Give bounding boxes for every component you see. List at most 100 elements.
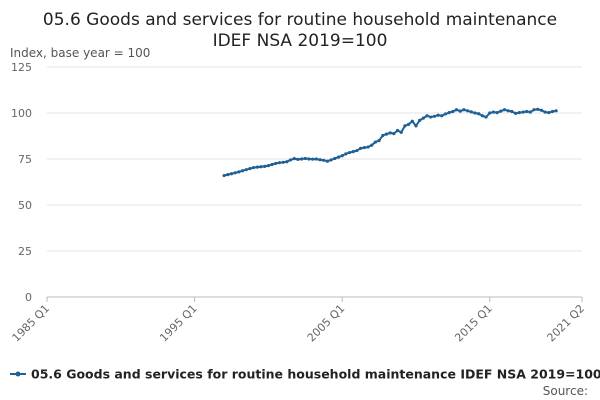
- data-point-83[interactable]: [528, 110, 532, 114]
- data-point-28[interactable]: [325, 159, 330, 163]
- data-point-22[interactable]: [303, 156, 307, 161]
- data-point-11[interactable]: [263, 164, 267, 168]
- data-point-29[interactable]: [329, 158, 333, 162]
- data-point-24[interactable]: [311, 157, 315, 161]
- data-point-84[interactable]: [532, 108, 536, 112]
- data-point-80[interactable]: [517, 111, 521, 115]
- data-point-40[interactable]: [370, 143, 374, 147]
- data-point-85[interactable]: [536, 107, 540, 111]
- data-point-5[interactable]: [240, 169, 245, 173]
- data-point-17[interactable]: [285, 160, 289, 164]
- data-point-1[interactable]: [226, 173, 230, 177]
- data-point-32[interactable]: [340, 154, 344, 158]
- data-point-12[interactable]: [266, 164, 270, 168]
- data-point-86[interactable]: [539, 108, 544, 112]
- data-point-35[interactable]: [351, 150, 355, 154]
- data-point-42[interactable]: [377, 139, 381, 143]
- data-point-7[interactable]: [248, 166, 252, 171]
- data-point-14[interactable]: [274, 161, 278, 166]
- data-point-90[interactable]: [554, 109, 558, 113]
- data-point-70[interactable]: [480, 114, 484, 118]
- data-point-27[interactable]: [322, 158, 326, 162]
- data-point-13[interactable]: [270, 162, 274, 167]
- data-point-49[interactable]: [403, 124, 407, 128]
- data-point-54[interactable]: [421, 116, 425, 120]
- data-point-52[interactable]: [414, 124, 418, 128]
- legend-label: 05.6 Goods and services for routine hous…: [31, 367, 600, 382]
- data-point-59[interactable]: [440, 114, 444, 118]
- data-point-65[interactable]: [462, 108, 466, 112]
- data-point-79[interactable]: [513, 111, 518, 115]
- data-point-82[interactable]: [525, 109, 529, 114]
- data-point-9[interactable]: [255, 165, 259, 169]
- data-point-50[interactable]: [406, 122, 411, 127]
- data-point-57[interactable]: [432, 114, 437, 118]
- data-point-61[interactable]: [447, 111, 451, 115]
- data-point-19[interactable]: [292, 157, 296, 161]
- data-point-43[interactable]: [381, 133, 385, 138]
- data-point-41[interactable]: [373, 140, 377, 144]
- data-point-81[interactable]: [521, 110, 525, 114]
- data-point-6[interactable]: [244, 168, 248, 172]
- data-point-20[interactable]: [296, 157, 300, 161]
- data-point-87[interactable]: [543, 110, 547, 114]
- data-point-58[interactable]: [436, 113, 440, 117]
- data-point-38[interactable]: [362, 145, 366, 150]
- data-point-31[interactable]: [336, 155, 341, 159]
- data-point-55[interactable]: [425, 114, 429, 118]
- data-point-77[interactable]: [506, 109, 510, 113]
- data-point-26[interactable]: [318, 158, 322, 162]
- data-point-36[interactable]: [355, 148, 359, 153]
- data-point-73[interactable]: [491, 110, 496, 114]
- data-point-75[interactable]: [499, 109, 503, 113]
- data-point-76[interactable]: [502, 108, 507, 112]
- y-tick-label-4: 100: [11, 107, 32, 120]
- data-point-47[interactable]: [395, 128, 400, 133]
- data-point-37[interactable]: [359, 146, 363, 150]
- data-point-4[interactable]: [237, 170, 241, 174]
- legend[interactable]: 05.6 Goods and services for routine hous…: [10, 367, 600, 382]
- data-point-48[interactable]: [399, 130, 403, 134]
- data-point-69[interactable]: [477, 112, 481, 116]
- series-line-0[interactable]: [223, 108, 557, 177]
- data-point-25[interactable]: [314, 157, 318, 161]
- y-axis-label: Index, base year = 100: [10, 46, 150, 60]
- data-point-34[interactable]: [347, 150, 352, 155]
- data-point-0[interactable]: [222, 173, 226, 178]
- data-point-39[interactable]: [366, 145, 370, 149]
- data-point-30[interactable]: [333, 156, 337, 161]
- chart-subtitle: IDEF NSA 2019=100: [213, 31, 388, 51]
- data-point-71[interactable]: [484, 115, 488, 119]
- data-point-74[interactable]: [495, 111, 499, 115]
- data-point-2[interactable]: [229, 172, 234, 176]
- source-label: Source:: [543, 384, 588, 398]
- data-point-10[interactable]: [259, 165, 263, 169]
- data-point-18[interactable]: [288, 158, 293, 162]
- data-point-8[interactable]: [252, 166, 256, 170]
- data-point-56[interactable]: [429, 115, 433, 119]
- data-point-88[interactable]: [547, 111, 551, 115]
- data-point-53[interactable]: [418, 118, 422, 122]
- data-point-51[interactable]: [410, 119, 414, 123]
- data-point-45[interactable]: [388, 131, 392, 135]
- data-point-64[interactable]: [458, 109, 462, 113]
- data-point-16[interactable]: [281, 160, 285, 164]
- data-point-66[interactable]: [466, 109, 470, 113]
- data-point-3[interactable]: [233, 171, 237, 175]
- data-point-63[interactable]: [454, 108, 459, 112]
- data-point-89[interactable]: [550, 109, 555, 114]
- data-point-67[interactable]: [469, 110, 473, 114]
- data-point-62[interactable]: [451, 109, 455, 114]
- data-point-15[interactable]: [277, 161, 282, 165]
- data-point-68[interactable]: [473, 111, 477, 115]
- data-point-21[interactable]: [299, 157, 304, 161]
- data-point-44[interactable]: [384, 132, 389, 136]
- data-point-78[interactable]: [510, 109, 514, 114]
- data-point-60[interactable]: [443, 112, 448, 116]
- data-point-23[interactable]: [307, 157, 311, 161]
- data-point-33[interactable]: [344, 152, 348, 156]
- data-point-72[interactable]: [488, 111, 492, 115]
- data-point-46[interactable]: [392, 132, 396, 136]
